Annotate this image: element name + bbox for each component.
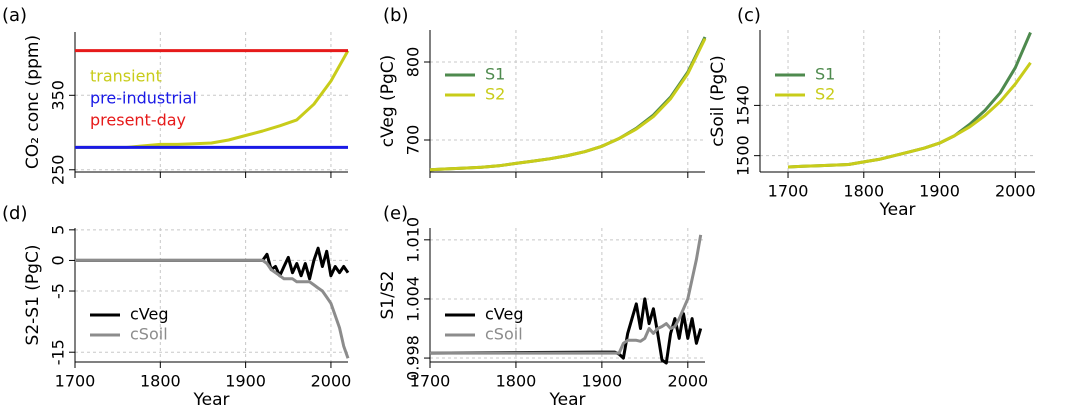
x-tick-label: 1700 (55, 372, 96, 391)
panel-label: (b) (383, 5, 408, 26)
x-tick-label: 1900 (582, 372, 623, 391)
legend-label: present-day (90, 111, 186, 130)
y-axis-label: cVeg (PgC) (378, 55, 398, 148)
panel-label: (a) (2, 5, 27, 26)
x-tick-label: 1700 (410, 372, 451, 391)
legend-label: S2 (485, 85, 505, 104)
legend-label: S1 (815, 65, 835, 84)
y-tick-label: 800 (404, 47, 423, 78)
y-tick-label: -15 (49, 339, 68, 365)
y-axis-label: CO₂ conc (ppm) (23, 35, 43, 169)
y-tick-label: 1500 (734, 135, 753, 176)
legend-label: S1 (485, 65, 505, 84)
series-line (75, 246, 350, 281)
y-tick-label: 0.998 (404, 335, 423, 381)
series-line (430, 234, 703, 355)
y-axis-label: S1/S2 (378, 271, 398, 320)
panel-label: (d) (2, 203, 27, 224)
x-tick-label: 1800 (496, 372, 537, 391)
y-tick-label: 1.010 (404, 217, 423, 263)
y-axis-label: S2-S1 (PgC) (23, 245, 43, 346)
legend-label: cSoil (130, 325, 168, 344)
series-line (75, 258, 350, 359)
x-axis-label: Year (879, 200, 916, 220)
legend-label: cVeg (485, 305, 524, 324)
legend-label: transient (90, 67, 162, 86)
y-tick-label: 0 (49, 255, 68, 265)
y-tick-label: 250 (49, 154, 68, 185)
y-axis-label: cSoil (PgC) (708, 55, 728, 147)
panel-label: (e) (383, 203, 408, 224)
legend-label: cSoil (485, 325, 523, 344)
y-tick-label: 1.004 (404, 276, 423, 322)
x-tick-label: 2000 (995, 182, 1036, 201)
legend-label: cVeg (130, 305, 169, 324)
x-tick-label: 1700 (768, 182, 809, 201)
y-tick-label: 5 (49, 225, 68, 235)
x-axis-label: Year (193, 390, 230, 410)
legend-label: S2 (815, 85, 835, 104)
series-line (787, 61, 1032, 169)
x-tick-label: 1900 (225, 372, 266, 391)
x-tick-label: 1800 (140, 372, 181, 391)
panel-label: (c) (737, 5, 761, 26)
series-line (429, 36, 707, 172)
y-tick-label: 700 (404, 125, 423, 156)
x-tick-label: 2000 (311, 372, 352, 391)
x-tick-label: 1800 (843, 182, 884, 201)
series-line (429, 297, 703, 365)
x-tick-label: 2000 (667, 372, 708, 391)
y-tick-label: 1540 (734, 85, 753, 126)
series-line (429, 37, 707, 172)
legend-label: pre-industrial (90, 89, 197, 108)
y-tick-label: -5 (49, 283, 68, 299)
y-tick-label: 350 (49, 80, 68, 111)
x-tick-label: 1900 (919, 182, 960, 201)
x-axis-label: Year (549, 390, 586, 410)
